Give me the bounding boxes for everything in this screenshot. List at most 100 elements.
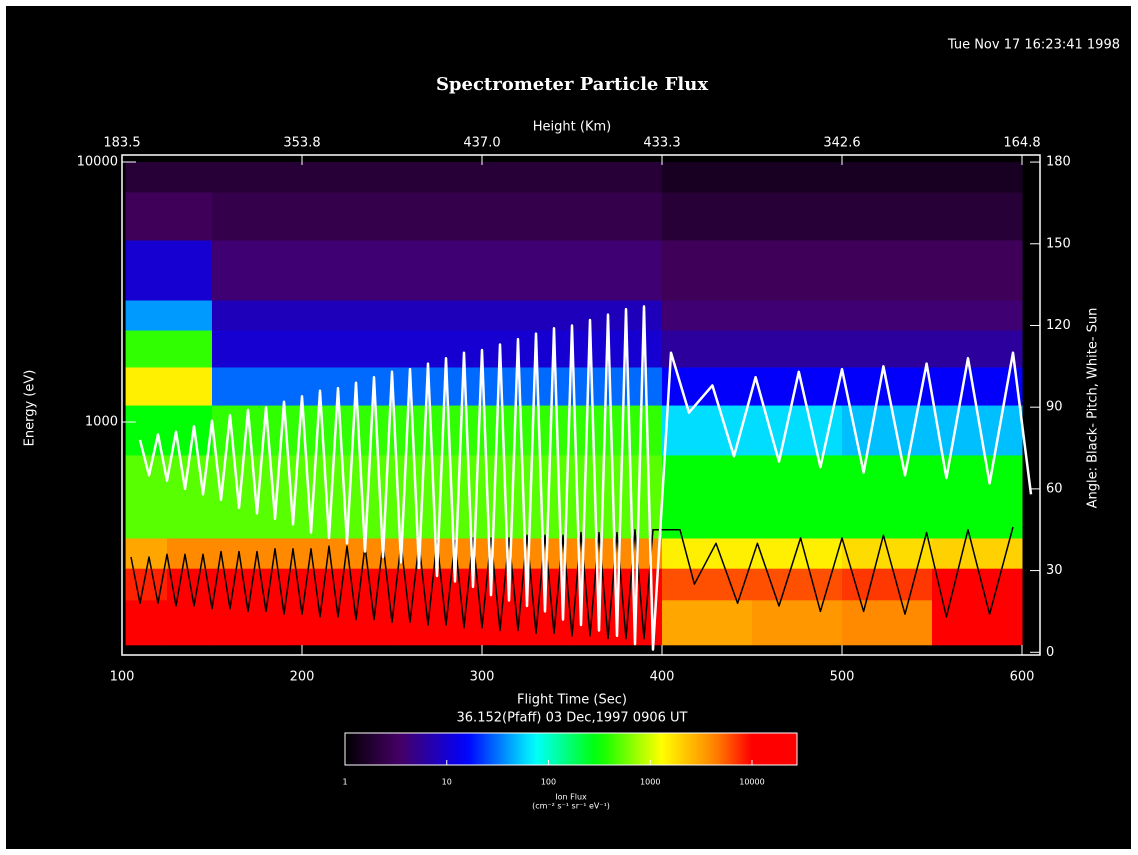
heat-cell: [932, 191, 1023, 241]
colorbar-units: (cm⁻² s⁻¹ sr⁻¹ eV⁻¹): [532, 802, 610, 811]
heat-cell: [842, 599, 933, 646]
x-tick-label: 600: [1010, 670, 1035, 685]
heat-cell: [392, 366, 483, 406]
y-axis-label: Energy (eV): [23, 370, 38, 447]
heat-cell: [572, 299, 663, 331]
heat-cell: [482, 299, 573, 331]
heat-cell: [752, 537, 843, 569]
y-tick-label: 1000: [85, 414, 118, 429]
heat-cell: [392, 191, 483, 241]
colorbar: [344, 732, 798, 766]
y-tick-label: 10000: [77, 155, 118, 170]
heat-cell: [842, 454, 933, 539]
heat-cell: [167, 599, 213, 646]
heat-cell: [392, 162, 483, 193]
heat-cell: [932, 239, 1023, 301]
x-tick-label: 300: [470, 670, 495, 685]
heat-cell: [125, 162, 168, 193]
x2-tick-label: 164.8: [1003, 136, 1040, 151]
angle-line: [138, 305, 1033, 651]
y2-tick-label: 60: [1046, 481, 1063, 496]
angle-line: [130, 526, 1014, 640]
subtitle: 36.152(Pfaff) 03 Dec,1997 0906 UT: [457, 711, 688, 726]
heat-cell: [842, 330, 933, 368]
heat-cell: [125, 366, 168, 406]
x2-axis-label: Height (Km): [533, 120, 611, 135]
colorbar-tick-label: 100: [541, 778, 556, 787]
heat-cell: [572, 162, 663, 193]
heat-cell: [125, 299, 168, 331]
heat-cell: [662, 454, 753, 539]
heat-cell: [572, 191, 663, 241]
heat-cell: [932, 162, 1023, 193]
colorbar-tick-label: 1: [342, 778, 347, 787]
heat-cell: [392, 599, 483, 646]
heat-cell: [302, 239, 393, 301]
heat-cell: [662, 599, 753, 646]
heat-cell: [302, 599, 393, 646]
heat-cell: [167, 366, 213, 406]
heat-cell: [212, 299, 303, 331]
x2-tick-label: 342.6: [823, 136, 860, 151]
heat-cell: [482, 366, 573, 406]
heat-cell: [302, 299, 393, 331]
colorbar-tick-label: 10: [442, 778, 452, 787]
colorbar-tick-label: 10000: [739, 778, 764, 787]
heat-cell: [167, 162, 213, 193]
heat-cell: [842, 537, 933, 569]
heat-cell: [572, 366, 663, 406]
x-tick-label: 500: [830, 670, 855, 685]
plot-frame: [121, 154, 1041, 656]
heat-cell: [842, 162, 933, 193]
heat-cell: [842, 299, 933, 331]
heat-cell: [482, 330, 573, 368]
x2-tick-label: 437.0: [463, 136, 500, 151]
y2-tick-label: 180: [1046, 155, 1071, 170]
heat-cell: [662, 330, 753, 368]
heat-cell: [662, 299, 753, 331]
colorbar-tick-label: 1000: [640, 778, 660, 787]
timestamp: Tue Nov 17 16:23:41 1998: [947, 38, 1120, 53]
y2-tick-label: 0: [1046, 645, 1054, 660]
x-tick-label: 100: [110, 670, 135, 685]
heat-cell: [125, 330, 168, 368]
heat-cell: [752, 330, 843, 368]
heat-cell: [167, 537, 213, 569]
heat-cell: [932, 568, 1023, 601]
heat-cell: [932, 330, 1023, 368]
heat-cell: [662, 537, 753, 569]
heat-cell: [482, 239, 573, 301]
heat-cell: [752, 454, 843, 539]
heat-cell: [302, 162, 393, 193]
heat-cell: [752, 599, 843, 646]
x2-tick-label: 353.8: [283, 136, 320, 151]
heat-cell: [842, 239, 933, 301]
heat-cell: [212, 162, 303, 193]
heat-cell: [752, 366, 843, 406]
y2-tick-label: 150: [1046, 236, 1071, 251]
heat-cell: [392, 299, 483, 331]
heat-cell: [212, 366, 303, 406]
heat-cell: [752, 191, 843, 241]
heat-cell: [932, 299, 1023, 331]
heat-cell: [482, 162, 573, 193]
x-tick-label: 400: [650, 670, 675, 685]
heat-cell: [572, 239, 663, 301]
heat-cell: [662, 366, 753, 406]
heat-cell: [302, 191, 393, 241]
heat-cell: [662, 191, 753, 241]
heat-cell: [212, 599, 303, 646]
heat-cell: [752, 299, 843, 331]
heat-cell: [662, 239, 753, 301]
heat-cell: [125, 239, 168, 301]
heat-cell: [302, 366, 393, 406]
heat-cell: [662, 568, 753, 601]
x2-tick-label: 433.3: [643, 136, 680, 151]
heat-cell: [842, 191, 933, 241]
heat-cell: [212, 191, 303, 241]
x-axis-label: Flight Time (Sec): [517, 693, 627, 708]
heat-cell: [842, 568, 933, 601]
heat-cell: [212, 330, 303, 368]
chart-title: Spectrometer Particle Flux: [436, 74, 708, 95]
